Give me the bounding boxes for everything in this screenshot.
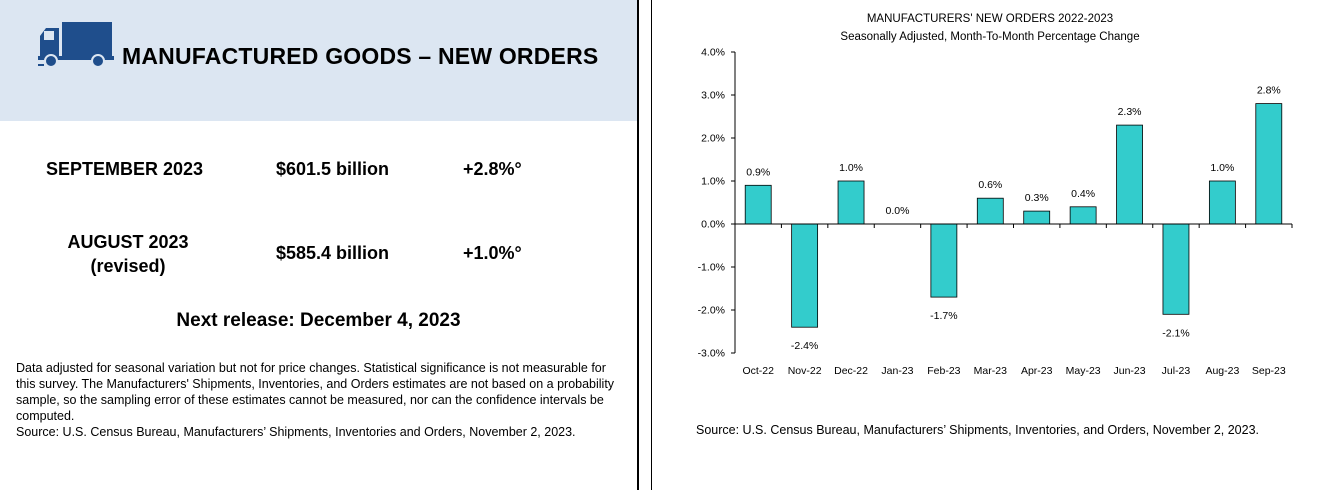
bar — [837, 180, 865, 225]
y-tick-label: -2.0% — [698, 305, 725, 317]
x-tick-label: Apr-23 — [1021, 365, 1053, 377]
data-label: 2.3% — [1118, 106, 1142, 118]
bar — [1208, 180, 1236, 225]
bar — [1255, 103, 1283, 225]
y-tick-label: 2.0% — [701, 133, 725, 145]
x-tick-label: Feb-23 — [927, 365, 960, 377]
x-tick-label: Dec-22 — [834, 365, 868, 377]
footnote: Data adjusted for seasonal variation but… — [16, 360, 626, 440]
data-label: 0.4% — [1071, 188, 1095, 200]
bar — [791, 223, 819, 328]
data-label: 2.8% — [1257, 85, 1281, 97]
value-current: $601.5 billion — [276, 159, 390, 179]
bar — [1162, 223, 1190, 315]
y-tick-label: 1.0% — [701, 176, 725, 188]
x-tick-label: Oct-22 — [742, 365, 774, 377]
divider-right — [651, 0, 652, 490]
bar — [1023, 210, 1051, 225]
x-tick-label: Mar-23 — [974, 365, 1007, 377]
change-current: +2.8%° — [463, 159, 522, 179]
x-tick-label: Jul-23 — [1162, 365, 1191, 377]
chart-subtitle: Seasonally Adjusted, Month-To-Month Perc… — [840, 31, 1139, 43]
bar — [1116, 124, 1143, 225]
data-label: 0.3% — [1025, 192, 1049, 204]
y-tick-label: 0.0% — [701, 219, 725, 231]
data-label: -2.1% — [1162, 327, 1189, 339]
x-tick-label: Sep-23 — [1252, 365, 1286, 377]
y-tick-label: 3.0% — [701, 90, 725, 102]
y-tick-label: -1.0% — [698, 262, 725, 274]
chart-source: Source: U.S. Census Bureau, Manufacturer… — [696, 423, 1260, 437]
chart-title: MANUFACTURERS' NEW ORDERS 2022-2023 — [867, 13, 1113, 25]
divider-left — [637, 0, 639, 490]
x-tick-label: Aug-23 — [1205, 365, 1239, 377]
summary-panel: MANUFACTURED GOODS – NEW ORDERS SEPTEMBE… — [0, 0, 637, 490]
header-band: MANUFACTURED GOODS – NEW ORDERS — [0, 0, 637, 121]
x-tick-label: May-23 — [1066, 365, 1101, 377]
footnote-source: Source: U.S. Census Bureau, Manufacturer… — [16, 425, 576, 439]
data-label: -2.4% — [791, 340, 818, 352]
y-tick-label: 4.0% — [701, 47, 725, 59]
data-label: 1.0% — [839, 162, 863, 174]
data-label: 0.0% — [885, 205, 909, 217]
data-label: -1.7% — [930, 310, 957, 322]
x-tick-label: Jun-23 — [1113, 365, 1145, 377]
period-previous: AUGUST 2023 — [67, 232, 189, 252]
next-release: Next release: December 4, 2023 — [176, 310, 461, 331]
data-label: 0.9% — [746, 166, 770, 178]
bar — [976, 197, 1004, 225]
bar — [1069, 206, 1097, 225]
period-previous-sub: (revised) — [90, 256, 166, 276]
x-tick-label: Nov-22 — [788, 365, 822, 377]
bar — [930, 223, 958, 298]
change-previous: +1.0%° — [463, 243, 522, 263]
footnote-text: Data adjusted for seasonal variation but… — [16, 361, 615, 423]
x-tick-label: Jan-23 — [881, 365, 913, 377]
data-label: 1.0% — [1210, 162, 1234, 174]
bar — [744, 184, 772, 225]
value-previous: $585.4 billion — [276, 243, 390, 263]
bar-chart: MANUFACTURERS' NEW ORDERS 2022-2023 Seas… — [698, 13, 1293, 377]
y-tick-label: -3.0% — [698, 348, 725, 360]
truck-icon — [38, 22, 114, 68]
period-current: SEPTEMBER 2023 — [46, 159, 204, 179]
headline: MANUFACTURED GOODS – NEW ORDERS — [122, 43, 599, 69]
data-label: 0.6% — [978, 179, 1002, 191]
